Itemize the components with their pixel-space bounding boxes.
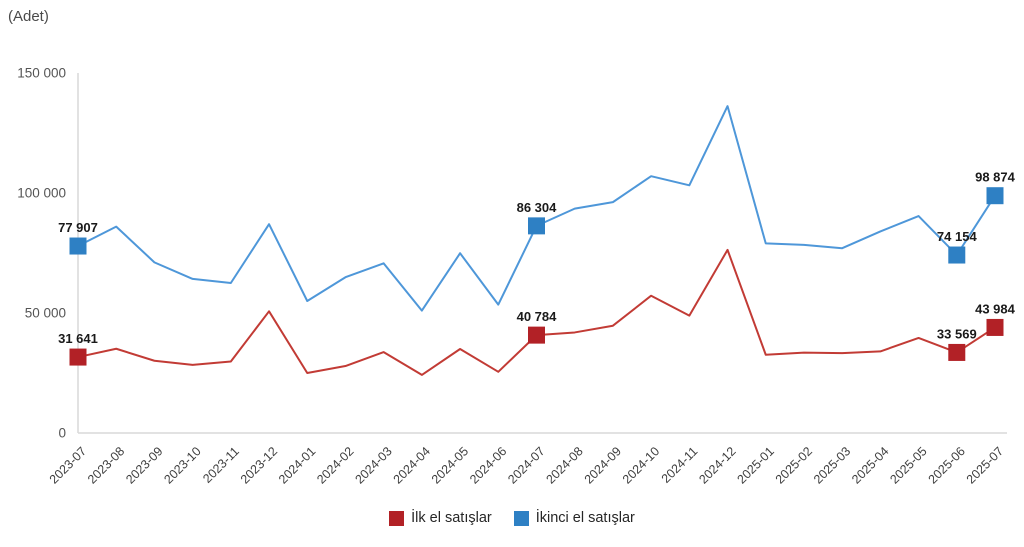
data-point-marker[interactable] [528,326,545,344]
data-point-marker[interactable] [986,187,1004,205]
x-axis-tick-label: 2024-11 [659,444,701,486]
legend-label-ikinci-el: İkinci el satışlar [535,510,635,526]
y-axis-tick-label: 100 000 [17,186,66,201]
data-point-label: 31 641 [58,331,98,346]
x-axis-tick-label: 2024-01 [276,444,318,486]
x-axis-tick-label: 2024-04 [391,444,433,486]
x-axis-tick-label: 2023-08 [85,444,127,486]
x-axis-tick-label: 2024-05 [429,444,471,486]
x-axis-tick-label: 2024-06 [467,444,509,486]
data-point-label: 33 569 [937,326,977,341]
x-axis-tick-label: 2023-10 [161,444,203,486]
data-point-label: 40 784 [517,309,558,324]
y-axis-tick-label: 150 000 [17,66,66,81]
y-axis-tick-label: 50 000 [25,306,66,321]
x-axis-tick-label: 2023-12 [238,444,280,486]
data-point-label: 77 907 [58,220,98,235]
legend-item-ikinci-el-satislar[interactable]: İkinci el satışlar [513,510,635,526]
chart-legend: İlk el satışlar İkinci el satışlar [0,510,1024,526]
x-axis-tick-label: 2023-07 [47,444,89,486]
x-axis-tick-label: 2024-07 [505,444,547,486]
data-point-marker[interactable] [69,237,87,255]
data-point-marker[interactable] [948,246,966,264]
data-point-marker[interactable] [986,318,1004,336]
x-axis-tick-label: 2024-12 [696,444,738,486]
y-axis-unit-label: (Adet) [8,8,49,25]
x-axis-tick-label: 2023-11 [200,444,242,486]
x-axis-tick-label: 2024-02 [314,444,356,486]
x-axis-tick-label: 2024-09 [582,444,624,486]
data-point-marker[interactable] [69,348,87,366]
legend-item-ilk-el-satislar[interactable]: İlk el satışlar [389,510,492,526]
x-axis-tick-label: 2023-09 [123,444,165,486]
x-axis-tick-label: 2025-04 [849,444,891,486]
data-point-label: 86 304 [517,200,558,215]
x-axis-tick-label: 2025-01 [735,444,777,486]
x-axis-tick-label: 2025-05 [887,444,929,486]
legend-swatch-ikinci-el [513,510,529,526]
x-axis-tick-label: 2024-03 [352,444,394,486]
data-point-marker[interactable] [948,343,966,361]
y-axis-tick-label: 0 [58,426,66,441]
data-point-marker[interactable] [528,217,545,235]
legend-label-ilk-el: İlk el satışlar [411,510,492,526]
x-axis-tick-label: 2024-08 [543,444,585,486]
data-point-label: 43 984 [975,301,1016,316]
x-axis-tick-label: 2024-10 [620,444,662,486]
x-axis-tick-label: 2025-02 [773,444,815,486]
x-axis-tick-label: 2025-03 [811,444,853,486]
x-axis-tick-label: 2025-06 [926,444,968,486]
data-point-label: 74 154 [937,229,978,244]
legend-swatch-ilk-el [389,510,405,526]
data-point-label: 98 874 [975,170,1016,185]
x-axis-tick-label: 2025-07 [964,444,1006,486]
